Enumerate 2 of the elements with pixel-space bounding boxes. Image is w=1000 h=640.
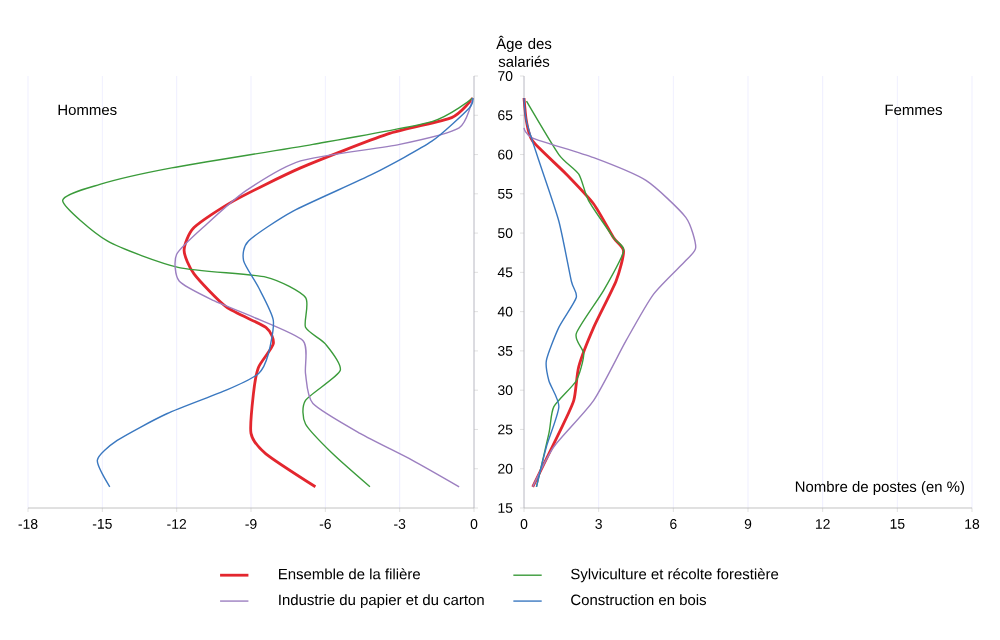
line-series	[523, 127, 697, 488]
line-series	[523, 97, 578, 488]
